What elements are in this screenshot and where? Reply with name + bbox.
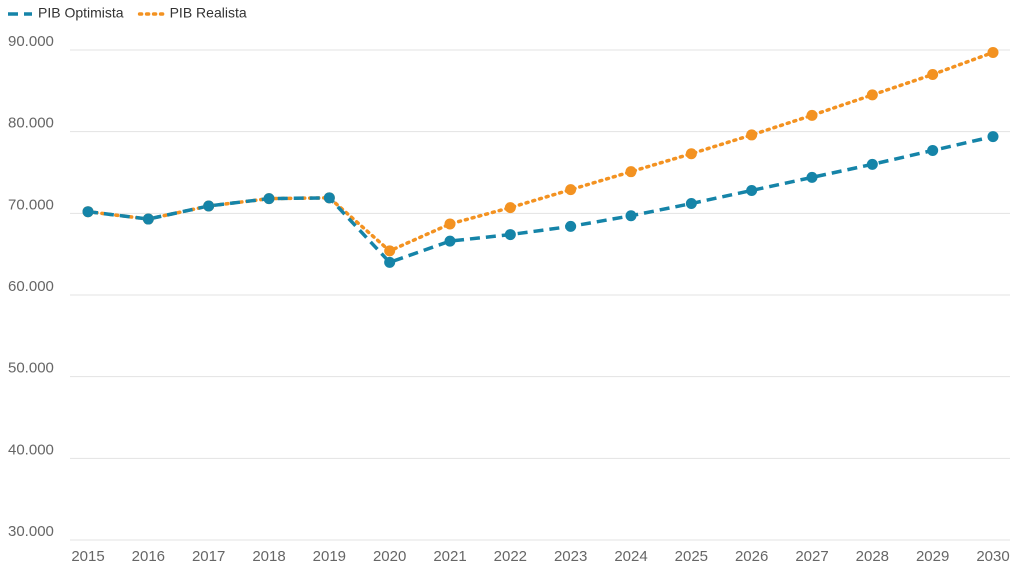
data-point — [565, 220, 577, 232]
data-point — [987, 131, 999, 143]
x-tick-label: 2028 — [856, 548, 889, 565]
data-point — [444, 235, 456, 247]
data-point — [927, 144, 939, 156]
x-tick-label: 2023 — [554, 548, 587, 565]
data-point — [927, 69, 939, 80]
x-tick-label: 2029 — [916, 548, 949, 565]
data-point — [263, 193, 275, 205]
data-point — [444, 218, 456, 230]
data-point — [384, 256, 396, 268]
y-tick-label: 50.000 — [8, 360, 54, 377]
data-point — [806, 109, 818, 121]
x-tick-label: 2022 — [494, 548, 527, 565]
x-tick-label: 2018 — [252, 548, 285, 565]
data-point — [625, 210, 637, 222]
data-point — [746, 129, 758, 141]
data-point — [685, 148, 697, 160]
data-point — [866, 89, 878, 101]
data-point — [82, 206, 94, 218]
series-line — [86, 50, 995, 253]
legend-label: PIB Realista — [170, 5, 247, 21]
y-tick-label: 90.000 — [8, 33, 54, 50]
data-point — [323, 192, 335, 204]
y-tick-label: 60.000 — [8, 278, 54, 295]
series-line — [87, 134, 994, 265]
y-tick-label: 80.000 — [8, 115, 54, 132]
data-point — [806, 171, 818, 183]
x-tick-label: 2017 — [192, 548, 225, 565]
y-tick-label: 70.000 — [8, 196, 54, 213]
x-tick-label: 2027 — [795, 548, 828, 565]
x-tick-label: 2021 — [433, 548, 466, 565]
data-point — [142, 213, 154, 225]
x-tick-label: 2015 — [71, 548, 104, 565]
data-point — [384, 245, 396, 257]
data-point — [625, 166, 637, 178]
y-tick-label: 30.000 — [8, 523, 54, 540]
data-point — [203, 200, 215, 212]
legend-label: PIB Optimista — [38, 5, 124, 21]
data-point — [746, 184, 758, 196]
data-point — [504, 229, 516, 241]
y-tick-label: 40.000 — [8, 441, 54, 458]
x-tick-label: 2019 — [313, 548, 346, 565]
data-point — [987, 46, 999, 58]
data-point — [565, 184, 577, 196]
x-tick-label: 2024 — [614, 548, 647, 565]
x-tick-label: 2016 — [132, 548, 165, 565]
x-tick-label: 2030 — [976, 548, 1009, 565]
data-point — [685, 198, 697, 210]
data-point — [504, 202, 516, 214]
x-tick-label: 2020 — [373, 548, 406, 565]
data-point — [866, 158, 878, 170]
x-tick-label: 2026 — [735, 548, 768, 565]
x-tick-label: 2025 — [675, 548, 708, 565]
